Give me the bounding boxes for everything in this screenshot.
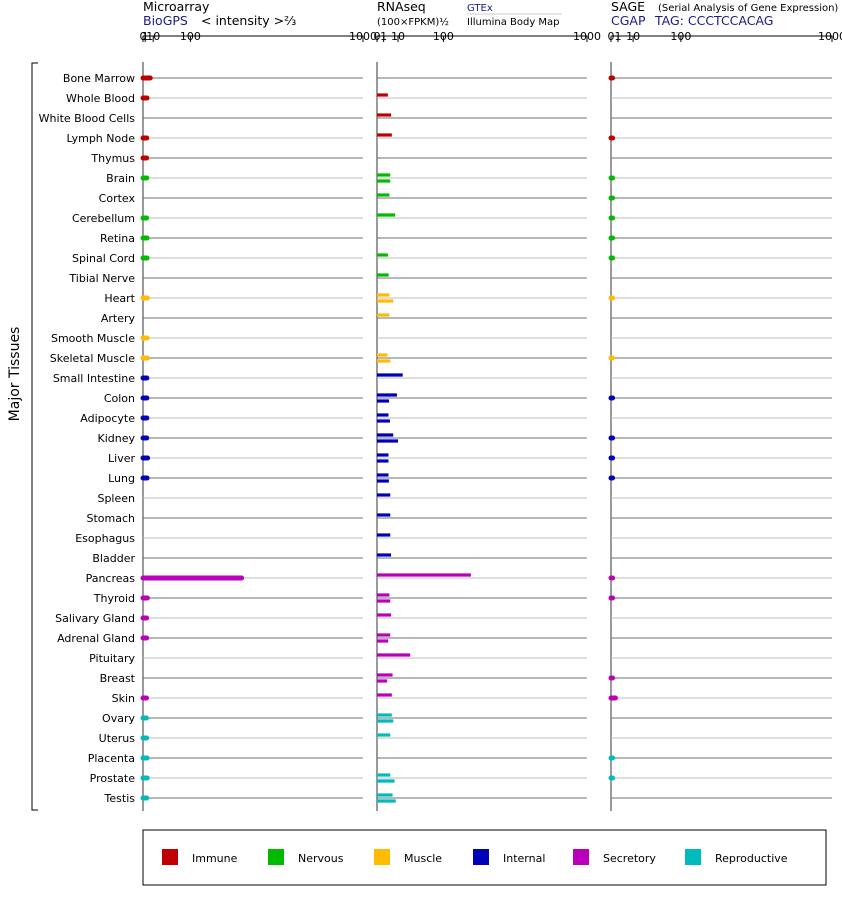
tissue-label: Kidney (97, 432, 135, 445)
legend-swatch-muscle (374, 849, 390, 865)
sage-panel: 01 10 100 1000 (608, 30, 842, 811)
tissue-label: Cerebellum (72, 212, 135, 225)
header-microarray: Microarray BioGPS < intensity >⅔ (143, 0, 296, 28)
microarray-unit: < intensity >⅔ (201, 13, 296, 28)
tissue-label: Brain (106, 172, 135, 185)
tissue-label: Testis (104, 792, 136, 805)
microarray-tick-label: 10 (146, 30, 160, 43)
rnaseq-tick-label: 10 (391, 30, 405, 43)
legend-label-immune: Immune (192, 852, 238, 865)
tissue-label: Thymus (90, 152, 135, 165)
tissue-label: Pancreas (86, 572, 136, 585)
tissue-label: Salivary Gland (55, 612, 135, 625)
legend-swatch-internal (473, 849, 489, 865)
tissue-label: Pituitary (89, 652, 135, 665)
rnaseq-source-gtex: GTEx (467, 3, 493, 14)
tissue-label: Smooth Muscle (51, 332, 135, 345)
tissue-label: Cortex (99, 192, 136, 205)
sage-tick-label: 100 (670, 30, 691, 43)
tissue-label: Stomach (86, 512, 135, 525)
tissue-label: Retina (100, 232, 135, 245)
tissue-label: Tibial Nerve (68, 272, 135, 285)
microarray-tick-label: 1 (142, 30, 149, 43)
header-rnaseq: RNAseq (100×FPKM)½ GTEx Illumina Body Ma… (377, 0, 562, 28)
legend-swatch-nervous (268, 849, 284, 865)
tissue-label: Adipocyte (80, 412, 135, 425)
rnaseq-tick-label: 0 (374, 30, 381, 43)
tissue-label: Spinal Cord (72, 252, 135, 265)
tissue-label: Heart (104, 292, 135, 305)
tissue-label: Uterus (99, 732, 136, 745)
tissue-label: Lung (108, 472, 135, 485)
microarray-source: BioGPS (143, 13, 188, 28)
tissue-labels: Bone Marrow Whole Blood White Blood Cells L… (39, 72, 136, 805)
legend-box (142, 829, 827, 886)
legend-label-nervous: Nervous (298, 852, 344, 865)
sage-subtitle: (Serial Analysis of Gene Expression) (658, 3, 838, 14)
rnaseq-tick-label: 1 (380, 30, 387, 43)
tissue-label: Small Intestine (53, 372, 135, 385)
tissue-label: Ovary (102, 712, 135, 725)
tissue-label: Breast (100, 672, 136, 685)
rnaseq-source-ibm: Illumina Body Map (467, 17, 560, 28)
tissue-label: Whole Blood (66, 92, 135, 105)
tissue-label: Spleen (97, 492, 135, 505)
sage-tick-label: 1000 (818, 30, 842, 43)
microarray-tick-label: 100 (180, 30, 201, 43)
rnaseq-title: RNAseq (377, 0, 426, 14)
header-sage: SAGE (Serial Analysis of Gene Expression… (611, 0, 838, 28)
tissue-label: Bone Marrow (63, 72, 135, 85)
sage-title: SAGE (611, 0, 645, 14)
sage-tick-label: 10 (626, 30, 640, 43)
tissue-label: White Blood Cells (39, 112, 136, 125)
tissue-label: Colon (104, 392, 135, 405)
chart-panels: 011010010000110100100001101001000 (140, 30, 842, 811)
microarray-tick-label: 1000 (349, 30, 377, 43)
tissue-bracket (31, 62, 38, 811)
tissue-label: Thyroid (93, 592, 135, 605)
sage-tag: TAG: CCCTCCACAG (654, 13, 774, 28)
legend-label-secretory: Secretory (603, 852, 656, 865)
rnaseq-panel: 0 1 10 100 1000 (374, 30, 601, 811)
legend-label-reproductive: Reproductive (715, 852, 788, 865)
microarray-title: Microarray (143, 0, 210, 14)
legend-swatch-reproductive (685, 849, 701, 865)
y-axis-label: Major Tissues (7, 327, 23, 422)
legend-label-muscle: Muscle (404, 852, 442, 865)
sage-tick-label: 0 (608, 30, 615, 43)
tissue-label: Liver (108, 452, 135, 465)
tissue-label: Artery (101, 312, 136, 325)
tissue-label: Bladder (92, 552, 135, 565)
legend: Immune Nervous Muscle Internal Secretory Repr… (162, 849, 788, 865)
tissue-label: Prostate (90, 772, 136, 785)
tissue-label: Skeletal Muscle (50, 352, 135, 365)
legend-swatch-secretory (573, 849, 589, 865)
rnaseq-tick-label: 1000 (573, 30, 601, 43)
microarray-tick-label: 0 (140, 30, 147, 43)
sage-tick-label: 1 (614, 30, 621, 43)
rnaseq-unit: (100×FPKM)½ (377, 16, 449, 28)
tissue-label: Lymph Node (66, 132, 135, 145)
tissue-label: Placenta (88, 752, 135, 765)
tissue-label: Adrenal Gland (57, 632, 135, 645)
rnaseq-tick-label: 100 (433, 30, 454, 43)
legend-label-internal: Internal (503, 852, 545, 865)
legend-swatch-immune (162, 849, 178, 865)
tissue-label: Esophagus (75, 532, 135, 545)
sage-source: CGAP (611, 13, 646, 28)
tissue-label: Skin (112, 692, 135, 705)
